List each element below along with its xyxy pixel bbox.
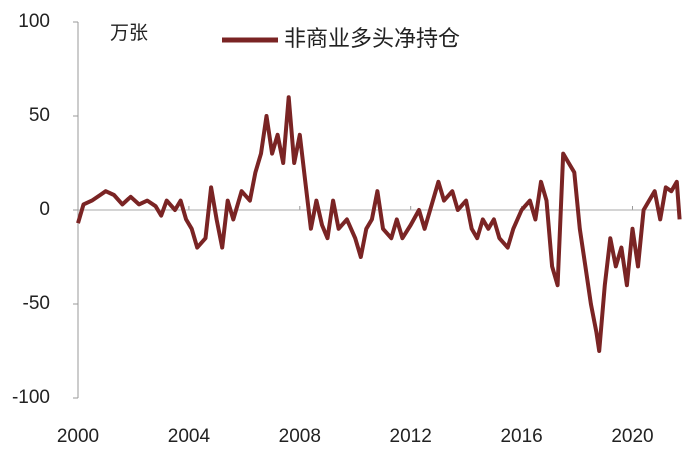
x-tick-label: 2020 — [611, 426, 653, 447]
x-tick-label: 2004 — [168, 426, 211, 447]
y-tick-label: 100 — [18, 11, 50, 32]
x-tick-label: 2000 — [57, 426, 99, 447]
line — [76, 95, 682, 353]
x-tick-label: 2008 — [279, 426, 321, 447]
legend-label: 非商业多头净持仓 — [284, 26, 460, 51]
y-unit: 万张 — [110, 22, 148, 44]
y-tick-label: 50 — [29, 105, 50, 126]
y-tick-label: -50 — [23, 293, 50, 314]
x-tick-label: 2012 — [390, 426, 432, 447]
y-tick-label: -100 — [12, 387, 50, 408]
y-tick-label: 0 — [39, 199, 50, 220]
x-tick-label: 2016 — [500, 426, 542, 447]
